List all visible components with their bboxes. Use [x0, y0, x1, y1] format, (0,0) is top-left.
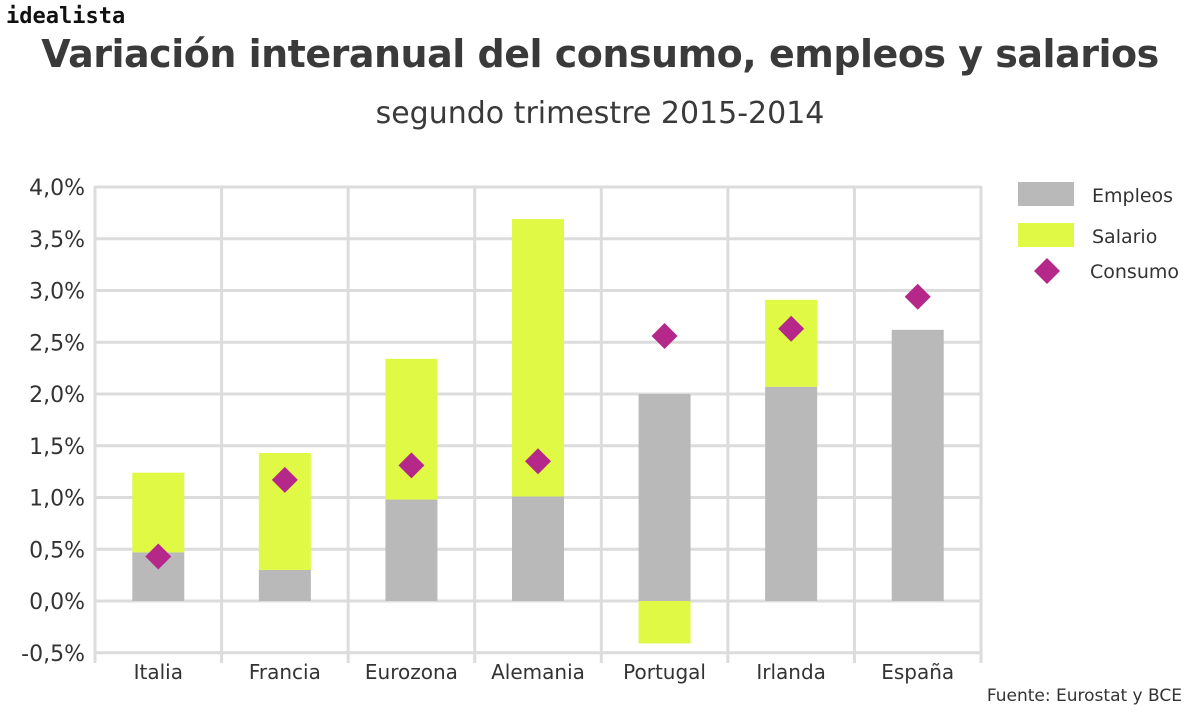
- bar-salario-portugal: [638, 601, 691, 644]
- legend-label-salario: Salario: [1092, 226, 1157, 248]
- x-tick-label: Italia: [134, 660, 183, 684]
- x-tick-label: Francia: [249, 660, 321, 684]
- x-tick-label: Portugal: [623, 660, 706, 684]
- bar-empleos-españa: [891, 329, 944, 601]
- chart-subtitle: segundo trimestre 2015-2014: [375, 96, 825, 131]
- bar-salario-irlanda: [765, 299, 818, 387]
- source-note: Fuente: Eurostat y BCE: [986, 686, 1182, 706]
- legend-swatch-salario: [1018, 223, 1074, 247]
- x-tick-label: Eurozona: [365, 660, 458, 684]
- x-tick-label: Alemania: [491, 660, 585, 684]
- diamond-consumo-españa: [904, 283, 931, 310]
- diamond-consumo-irlanda: [778, 315, 805, 342]
- chart-title: Variación interanual del consumo, empleo…: [41, 32, 1159, 76]
- bar-empleos-francia: [258, 569, 311, 601]
- diamond-consumo-portugal: [651, 323, 678, 350]
- legend-swatch-consumo: [1034, 258, 1060, 284]
- x-tick-label: Irlanda: [756, 660, 826, 684]
- diamond-consumo-francia: [271, 466, 298, 493]
- diamond-consumo-eurozona: [398, 452, 425, 479]
- bar-empleos-alemania: [512, 496, 564, 601]
- diamond-consumo-alemania: [525, 448, 551, 475]
- y-tick-label: -0,5%: [21, 642, 85, 667]
- bar-empleos-irlanda: [765, 386, 818, 601]
- y-tick-label: 1,0%: [29, 487, 85, 512]
- y-tick-label: 0,0%: [29, 590, 85, 615]
- y-tick-label: 2,0%: [29, 383, 85, 408]
- y-tick-label: 0,5%: [29, 538, 85, 563]
- diamond-consumo-italia: [145, 543, 172, 570]
- bar-empleos-eurozona: [385, 499, 438, 601]
- x-tick-label: España: [881, 660, 954, 684]
- y-tick-label: 3,0%: [29, 280, 85, 305]
- y-tick-label: 3,5%: [29, 228, 85, 253]
- y-tick-label: 4,0%: [29, 176, 85, 201]
- y-tick-label: 1,5%: [29, 435, 85, 460]
- idealista-logo: idealista: [6, 4, 126, 29]
- y-tick-label: 2,5%: [29, 331, 85, 356]
- bar-empleos-portugal: [638, 394, 691, 601]
- legend-swatch-empleos: [1018, 182, 1074, 206]
- legend-label-consumo: Consumo: [1090, 261, 1179, 283]
- bar-salario-italia: [132, 472, 185, 553]
- bar-salario-eurozona: [385, 358, 438, 500]
- legend-label-empleos: Empleos: [1092, 185, 1173, 207]
